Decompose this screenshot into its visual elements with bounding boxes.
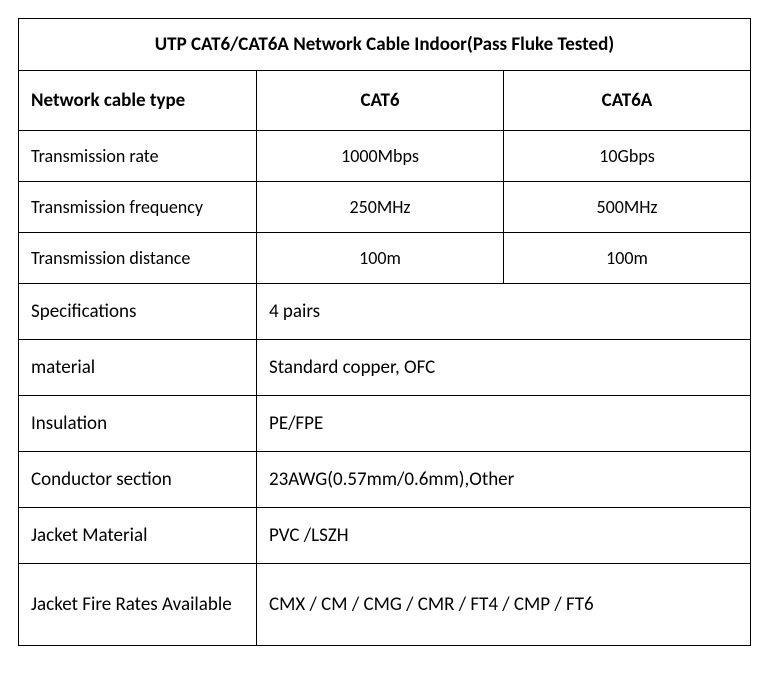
row-label: Jacket Material: [19, 508, 257, 564]
row-value: 500MHz: [504, 182, 751, 233]
table-row: Transmission frequency 250MHz 500MHz: [19, 182, 751, 233]
table-row: Conductor section 23AWG(0.57mm/0.6mm),Ot…: [19, 452, 751, 508]
row-label: Transmission rate: [19, 131, 257, 182]
row-label: material: [19, 340, 257, 396]
row-value: 250MHz: [257, 182, 504, 233]
row-label: Transmission distance: [19, 233, 257, 284]
title-row: UTP CAT6/CAT6A Network Cable Indoor(Pass…: [19, 19, 751, 71]
spec-table: UTP CAT6/CAT6A Network Cable Indoor(Pass…: [18, 18, 751, 646]
table-row: Insulation PE/FPE: [19, 396, 751, 452]
header-col2: CAT6: [257, 71, 504, 131]
table-row: Transmission rate 1000Mbps 10Gbps: [19, 131, 751, 182]
row-label: Transmission frequency: [19, 182, 257, 233]
row-value: 10Gbps: [504, 131, 751, 182]
row-value: 100m: [504, 233, 751, 284]
row-value: 23AWG(0.57mm/0.6mm),Other: [257, 452, 751, 508]
row-value: 4 pairs: [257, 284, 751, 340]
row-value: CMX / CM / CMG / CMR / FT4 / CMP / FT6: [257, 564, 751, 646]
row-label: Specifications: [19, 284, 257, 340]
table-row: Jacket Fire Rates Available CMX / CM / C…: [19, 564, 751, 646]
header-row: Network cable type CAT6 CAT6A: [19, 71, 751, 131]
row-label: Insulation: [19, 396, 257, 452]
row-value: 100m: [257, 233, 504, 284]
header-col1: Network cable type: [19, 71, 257, 131]
table-row: Specifications 4 pairs: [19, 284, 751, 340]
row-value: Standard copper, OFC: [257, 340, 751, 396]
row-value: PVC /LSZH: [257, 508, 751, 564]
table-row: Transmission distance 100m 100m: [19, 233, 751, 284]
header-col3: CAT6A: [504, 71, 751, 131]
table-row: Jacket Material PVC /LSZH: [19, 508, 751, 564]
row-value: PE/FPE: [257, 396, 751, 452]
table-title: UTP CAT6/CAT6A Network Cable Indoor(Pass…: [19, 19, 751, 71]
row-label: Jacket Fire Rates Available: [19, 564, 257, 646]
row-label: Conductor section: [19, 452, 257, 508]
row-value: 1000Mbps: [257, 131, 504, 182]
table-row: material Standard copper, OFC: [19, 340, 751, 396]
